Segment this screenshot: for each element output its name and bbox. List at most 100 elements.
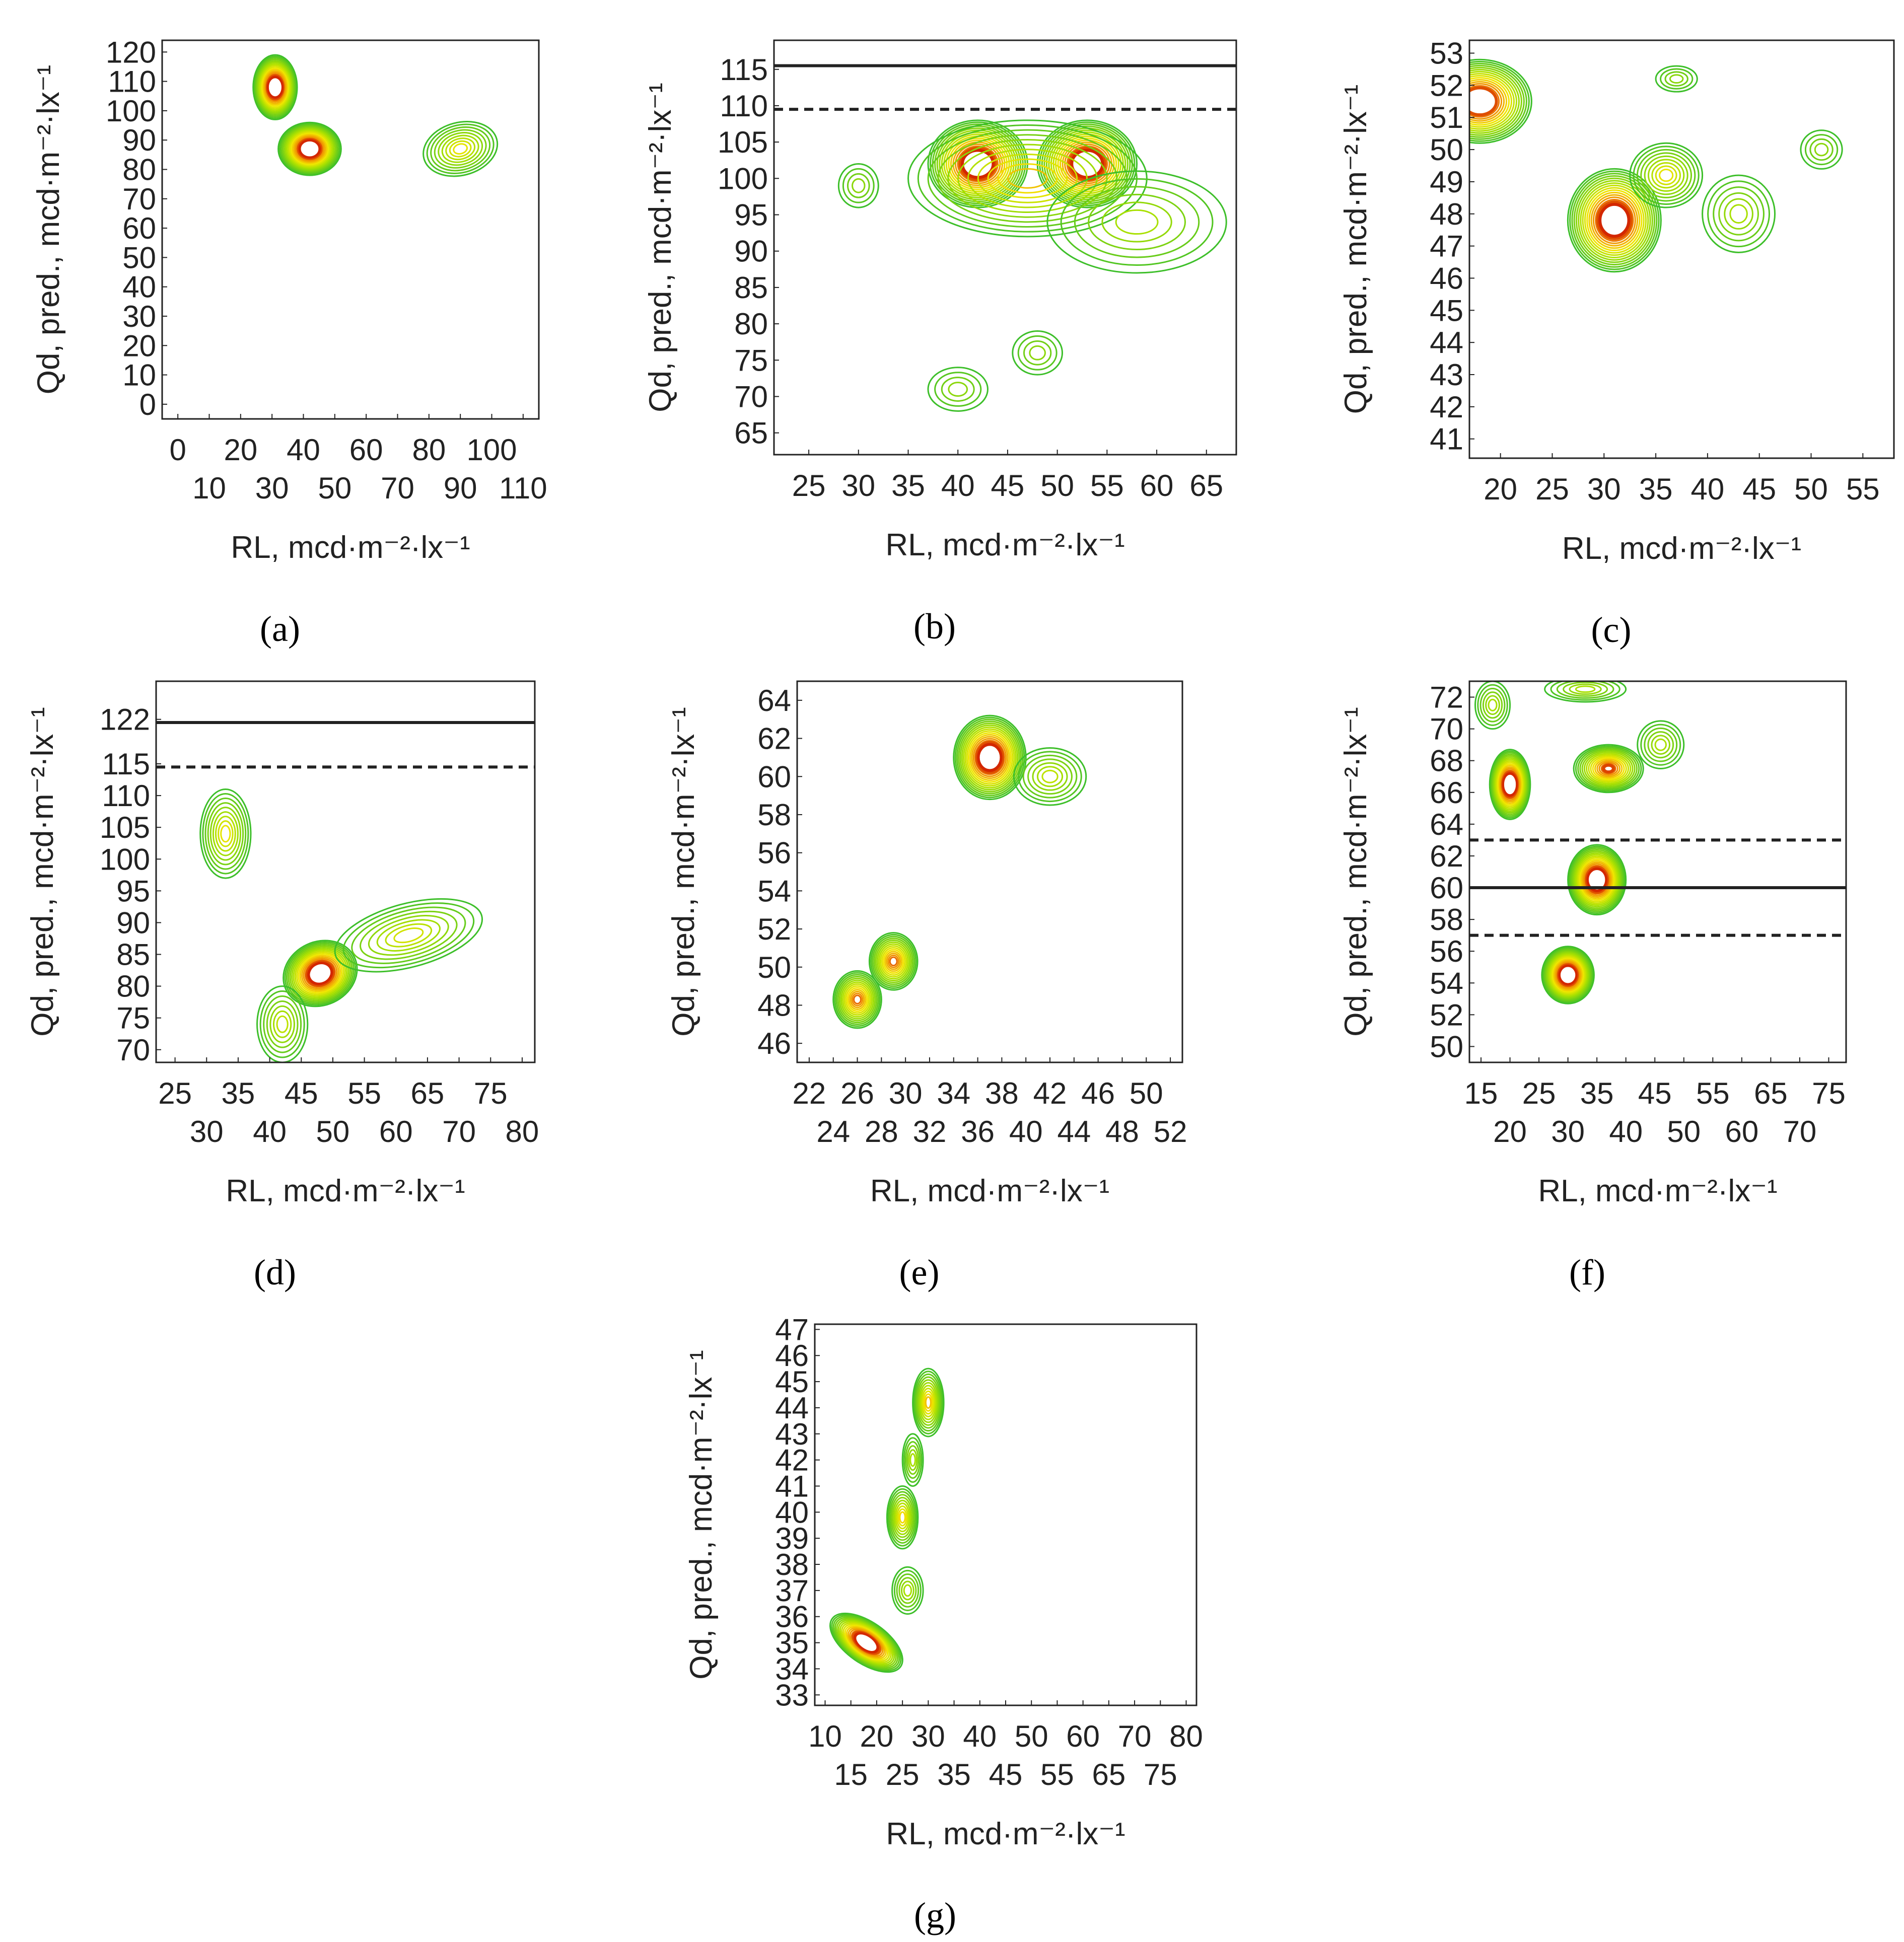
x-tick-label: 50 — [318, 471, 351, 505]
x-tick-label: 30 — [841, 469, 875, 502]
x-tick-label: 40 — [1009, 1115, 1043, 1148]
x-tick-label: 55 — [347, 1076, 381, 1110]
contour-ring — [1469, 66, 1522, 136]
contour-ring — [842, 1623, 890, 1662]
contour-ring — [922, 1390, 935, 1415]
x-tick-label: 25 — [792, 469, 826, 502]
contour-ring — [298, 139, 321, 159]
contour-ring — [854, 1632, 879, 1653]
contour-ring — [1603, 208, 1626, 232]
contour-ring — [1074, 186, 1200, 258]
contour-ring — [303, 958, 338, 989]
contour-ring — [1707, 180, 1771, 248]
x-tick-label: 50 — [1130, 1076, 1163, 1110]
contour-ring — [842, 168, 875, 203]
contour-ring — [1060, 178, 1214, 266]
y-tick-label: 53 — [1430, 37, 1463, 70]
contour-ring — [1032, 762, 1068, 791]
contour-ring — [1018, 751, 1082, 803]
contour-ring — [1669, 74, 1684, 84]
x-axis-label: RL, mcd·m⁻²·lx⁻¹ — [886, 1817, 1125, 1851]
contour-ring — [1080, 158, 1094, 170]
contour-ring — [967, 149, 1088, 208]
contour-ring — [285, 127, 335, 170]
density-blob-1 — [1489, 749, 1531, 820]
y-tick-label: 47 — [775, 1313, 809, 1346]
contour-ring — [1076, 154, 1099, 174]
contour-ring — [218, 820, 234, 847]
contour-ring — [277, 121, 342, 176]
contour-ring — [1573, 175, 1656, 266]
x-axis-label: RL, mcd·m⁻²·lx⁻¹ — [226, 1174, 465, 1208]
contour-ring — [1558, 964, 1578, 986]
contour-ring — [1469, 81, 1505, 122]
contour-ring — [1506, 778, 1514, 791]
y-axis-label: Qd, pred., mcd·m⁻²·lx⁻¹ — [1338, 707, 1373, 1037]
contour-ring — [1027, 758, 1073, 795]
plot-area — [162, 40, 539, 419]
x-tick-label: 15 — [834, 1758, 868, 1791]
y-tick-label: 46 — [757, 1027, 791, 1060]
contour-ring — [1592, 875, 1601, 885]
contour-ring — [1647, 731, 1674, 759]
x-tick-label: 20 — [224, 433, 257, 467]
contour-ring — [846, 1626, 887, 1660]
contour-ring — [1017, 335, 1057, 371]
contour-ring — [1596, 200, 1633, 240]
y-tick-label: 72 — [1430, 681, 1463, 714]
contour-ring — [1586, 753, 1632, 784]
y-tick-label: 50 — [757, 951, 791, 984]
contour-ring — [204, 798, 247, 870]
contour-ring — [1012, 330, 1064, 376]
contour-ring — [1584, 187, 1645, 254]
contour-layer — [832, 714, 1087, 1029]
y-tick-label: 66 — [1430, 776, 1463, 810]
density-blob-4 — [832, 970, 882, 1029]
x-tick-label: 40 — [253, 1115, 287, 1148]
x-tick-label: 110 — [499, 471, 547, 505]
y-tick-label: 100 — [106, 94, 156, 128]
contour-ring — [422, 120, 499, 177]
x-tick-label: 100 — [466, 433, 517, 467]
contour-ring — [1574, 852, 1620, 908]
x-tick-label: 45 — [989, 1758, 1023, 1791]
contour-ring — [1547, 952, 1589, 998]
contour-ring — [262, 69, 288, 106]
x-tick-label: 40 — [287, 433, 320, 467]
contour-ring — [1474, 681, 1511, 730]
contour-ring — [1469, 85, 1500, 118]
contour-ring — [270, 81, 279, 94]
y-tick-label: 37 — [775, 1574, 809, 1608]
contour-ring — [836, 1618, 897, 1668]
contour-ring — [1605, 210, 1623, 230]
contour-ring — [1036, 119, 1138, 208]
contour-ring — [881, 947, 906, 976]
contour-ring — [883, 949, 904, 974]
x-tick-label: 20 — [1493, 1115, 1527, 1148]
x-tick-label: 80 — [506, 1115, 539, 1148]
y-tick-label: 110 — [108, 65, 156, 99]
y-tick-label: 34 — [775, 1652, 809, 1686]
contour-ring — [1592, 196, 1636, 244]
contour-ring — [305, 145, 314, 153]
density-blob-1 — [829, 1612, 903, 1673]
contour-ring — [1472, 95, 1487, 107]
x-tick-label: 35 — [1639, 472, 1673, 506]
contour-ring — [207, 802, 244, 866]
y-tick-label: 54 — [757, 874, 791, 908]
y-tick-label: 120 — [106, 35, 156, 69]
contour-ring — [1724, 198, 1753, 230]
contour-ring — [1800, 129, 1843, 170]
contour-ring — [954, 716, 1025, 799]
x-tick-label: 30 — [1551, 1115, 1585, 1148]
contour-ring — [1545, 951, 1590, 999]
density-blob-3 — [422, 120, 499, 177]
density-blob-2 — [1013, 747, 1087, 806]
contour-ring — [286, 129, 333, 169]
contour-ring — [1602, 763, 1615, 774]
contour-ring — [1543, 948, 1593, 1002]
contour-ring — [912, 1368, 945, 1437]
contour-ring — [837, 163, 879, 208]
